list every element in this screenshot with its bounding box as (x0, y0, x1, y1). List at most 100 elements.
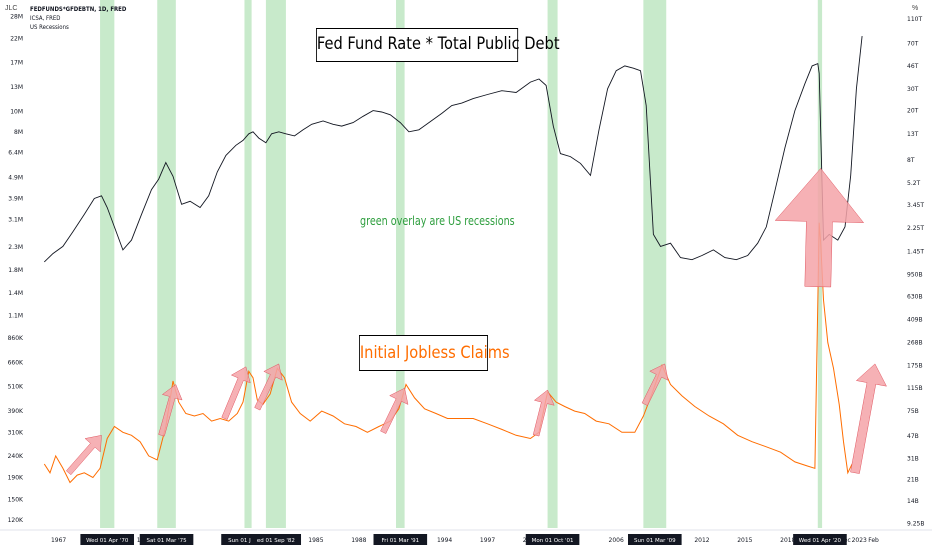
recession-label-bg (628, 534, 682, 545)
recession-label: Wed 01 Apr '70 (86, 538, 129, 544)
recession-label: Mon 01 Oct '01 (532, 538, 574, 544)
left-tick-label: 510K (8, 383, 24, 390)
left-tick-label: 17M (10, 59, 23, 66)
left-tick-label: 6.4M (8, 150, 23, 157)
recession-label-bg (793, 534, 847, 545)
recession-label: Sat 01 Mar '75 (146, 538, 187, 544)
right-tick-label: 950B (907, 271, 923, 278)
x-tick-label: 1985 (308, 537, 323, 544)
right-tick-label: 13T (907, 131, 919, 138)
left-tick-label: 1.1M (8, 312, 23, 319)
recession-bands (100, 0, 823, 528)
left-tick-label: 310K (8, 429, 24, 436)
recession-label: ed 01 Sep '82 (257, 538, 295, 544)
right-tick-label: 70T (907, 40, 919, 47)
recession-band (244, 0, 252, 528)
recession-band (547, 0, 558, 528)
left-tick-label: 860K (8, 335, 24, 342)
right-tick-label: 409B (907, 317, 923, 324)
left-tick-label: 660K (8, 360, 24, 367)
recession-label-bg (80, 534, 135, 545)
recession-note-annotation[interactable]: green overlay are US recessions (360, 214, 515, 228)
left-tick-label: 8M (14, 129, 23, 136)
recession-date-labels: Wed 01 Apr '70 Sat 01 Mar '75 Sun 01 Jun '… (80, 534, 847, 545)
right-tick-label: 2.25T (907, 225, 924, 232)
red-arrow (532, 389, 555, 437)
right-tick-label: 46T (907, 63, 919, 70)
recession-label: Sun 01 Jun '80 (228, 538, 268, 544)
x-tick-label: 2023 (852, 537, 867, 544)
left-tick-label: 150K (8, 496, 24, 503)
red-arrow (158, 384, 183, 437)
recession-label-bg (250, 534, 302, 545)
left-tick-label: 190K (8, 475, 24, 482)
left-tick-label: 3.1M (8, 217, 23, 224)
recession-label: Fri 01 Mar '91 (381, 538, 419, 544)
recession-band (643, 0, 667, 528)
left-tick-label: 3.9M (8, 195, 23, 202)
recession-label-bg (139, 534, 194, 545)
claims-label-annotation[interactable]: Initial Jobless Claims (359, 335, 510, 371)
right-tick-label: 47B (907, 433, 919, 440)
red-arrow (850, 363, 887, 474)
x-tick-label: 2018 (780, 537, 795, 544)
red-arrow (221, 366, 251, 420)
recession-band (265, 0, 286, 528)
x-tick-label: Feb (868, 537, 879, 544)
recession-band (100, 0, 115, 528)
recession-label-bg (221, 534, 275, 545)
right-axis: 110T 70T 46T 30T 20T 13T 8T 5.2T 3.45T 2.25T 1.45T… (907, 16, 924, 527)
x-tick-label: 2012 (694, 537, 709, 544)
left-tick-label: 120K (8, 517, 24, 524)
right-tick-label: 20T (907, 108, 919, 115)
right-tick-label: 3.45T (907, 202, 924, 209)
x-tick-label: 1988 (351, 537, 366, 544)
right-tick-label: 630B (907, 294, 923, 301)
right-tick-label: 1.45T (907, 249, 924, 256)
right-tick-label: 115B (907, 385, 923, 392)
red-arrow (65, 434, 102, 476)
left-tick-label: 1.4M (8, 290, 23, 297)
recession-label-bg (525, 534, 580, 545)
right-tick-label: 21B (907, 476, 919, 483)
right-tick-label: 110T (907, 16, 922, 23)
right-tick-label: 268B (907, 339, 923, 346)
x-tick-label: 1997 (480, 537, 495, 544)
left-tick-label: 2.3M (8, 244, 23, 251)
recession-label-bg (373, 534, 428, 545)
right-tick-label: 75B (907, 408, 919, 415)
x-tick-label: 2015 (737, 537, 752, 544)
left-tick-label: 240K (8, 453, 24, 460)
series-symbol-label[interactable]: FEDFUNDS*GFDEBTN, 1D, FRED (30, 6, 127, 13)
x-tick-label: 1967 (51, 537, 66, 544)
recession-label: Sun 01 Mar '09 (634, 538, 676, 544)
chart-title-annotation[interactable]: Fed Fund Rate * Total Public Debt (316, 28, 560, 62)
left-tick-label: 390K (8, 408, 24, 415)
left-tick-label: 28M (10, 13, 23, 20)
x-tick-label: 1994 (437, 537, 452, 544)
right-tick-label: 5.2T (907, 180, 921, 187)
left-tick-label: 10M (10, 108, 23, 115)
right-tick-label: 9.25B (907, 520, 924, 527)
red-arrow (254, 363, 283, 411)
left-tick-label: 13M (10, 84, 23, 91)
series-recessions-label[interactable]: US Recessions (30, 24, 69, 31)
red-arrow (380, 387, 409, 434)
right-tick-label: 8T (907, 157, 915, 164)
right-tick-label: 31B (907, 455, 919, 462)
left-axis: 28M 22M 17M 13M 10M 8M 6.4M 4.9M 3.9M 3.1M 2.3M 1.8… (8, 13, 24, 524)
chart-legend-header: FEDFUNDS*GFDEBTN, 1D, FRED ICSA, FRED US… (30, 5, 126, 32)
right-scale-unit[interactable]: % (912, 5, 919, 12)
recession-label: Wed 01 Apr '20 (799, 538, 842, 544)
red-arrow (774, 168, 865, 288)
recession-band (396, 0, 405, 528)
left-tick-label: 1.8M (8, 267, 23, 274)
right-tick-label: 14B (907, 498, 919, 505)
series-icsa-label[interactable]: ICSA, FRED (30, 15, 61, 22)
right-tick-label: 30T (907, 86, 919, 93)
x-tick-label: 2006 (609, 537, 624, 544)
left-tick-label: 22M (10, 36, 23, 43)
left-scale-unit[interactable]: JLC (5, 5, 18, 12)
left-tick-label: 4.9M (8, 174, 23, 181)
